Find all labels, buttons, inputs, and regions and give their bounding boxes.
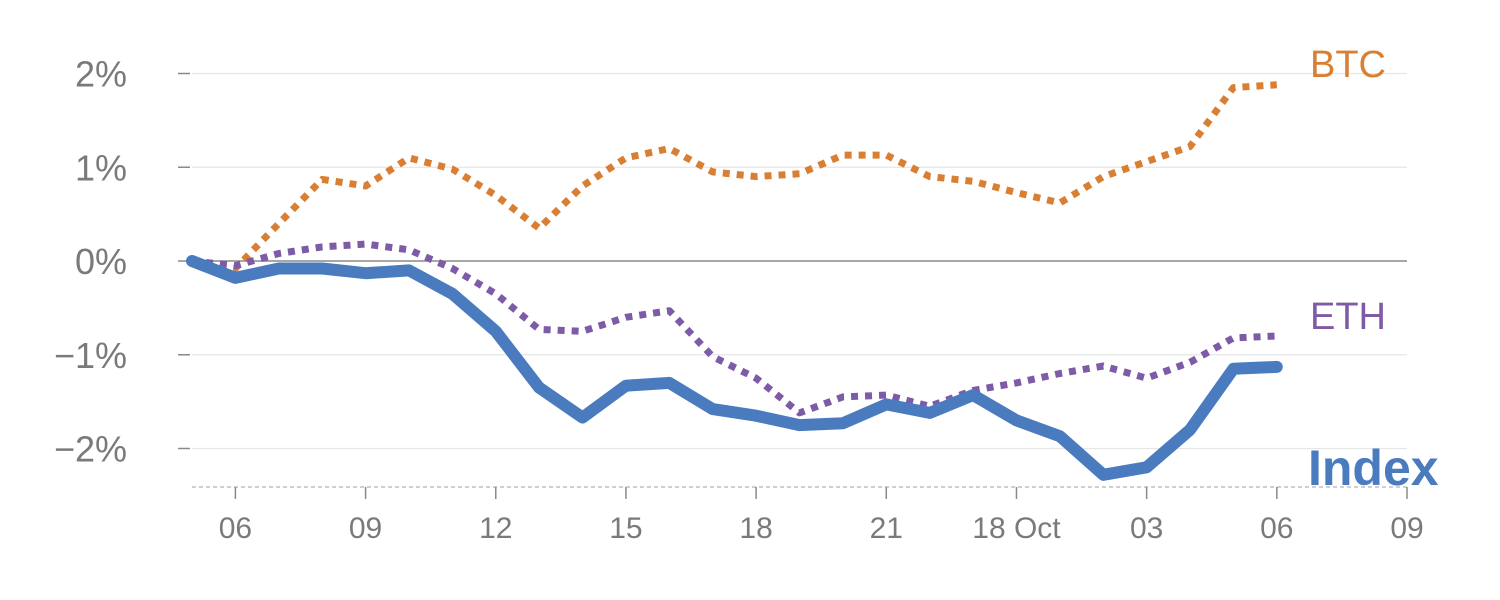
x-tick-label: 06 (1260, 512, 1293, 545)
y-tick-label: 1% (75, 147, 127, 188)
x-tick-label: 12 (479, 512, 512, 545)
gridlines (192, 72, 1407, 450)
x-axis: 06 09 12 15 18 21 18 Oct 03 06 09 (192, 486, 1424, 545)
x-tick-label: 21 (870, 512, 903, 545)
x-tick-label: 18 (739, 512, 772, 545)
y-tick-label: 0% (75, 241, 127, 282)
btc-series-label: BTC (1310, 44, 1386, 86)
series-labels: BTC ETH Index (1308, 44, 1439, 496)
btc-series-line (191, 81, 1278, 272)
y-axis: 2% 1% 0% −1% −2% (54, 54, 190, 470)
x-tick-label: 15 (609, 512, 642, 545)
eth-series-label: ETH (1310, 296, 1386, 338)
x-tick-label: 18 Oct (972, 512, 1061, 545)
y-tick-label: −1% (54, 335, 127, 376)
index-series-label: Index (1308, 440, 1439, 496)
x-tick-label: 03 (1130, 512, 1163, 545)
x-tick-label: 09 (1390, 512, 1423, 545)
eth-series-line (191, 240, 1277, 417)
index-series-line (186, 255, 1283, 481)
x-tick-label: 06 (219, 512, 252, 545)
x-tick-label: 09 (349, 512, 382, 545)
y-tick-label: 2% (75, 54, 127, 95)
y-tick-label: −2% (54, 429, 127, 470)
series-lines (186, 81, 1283, 481)
